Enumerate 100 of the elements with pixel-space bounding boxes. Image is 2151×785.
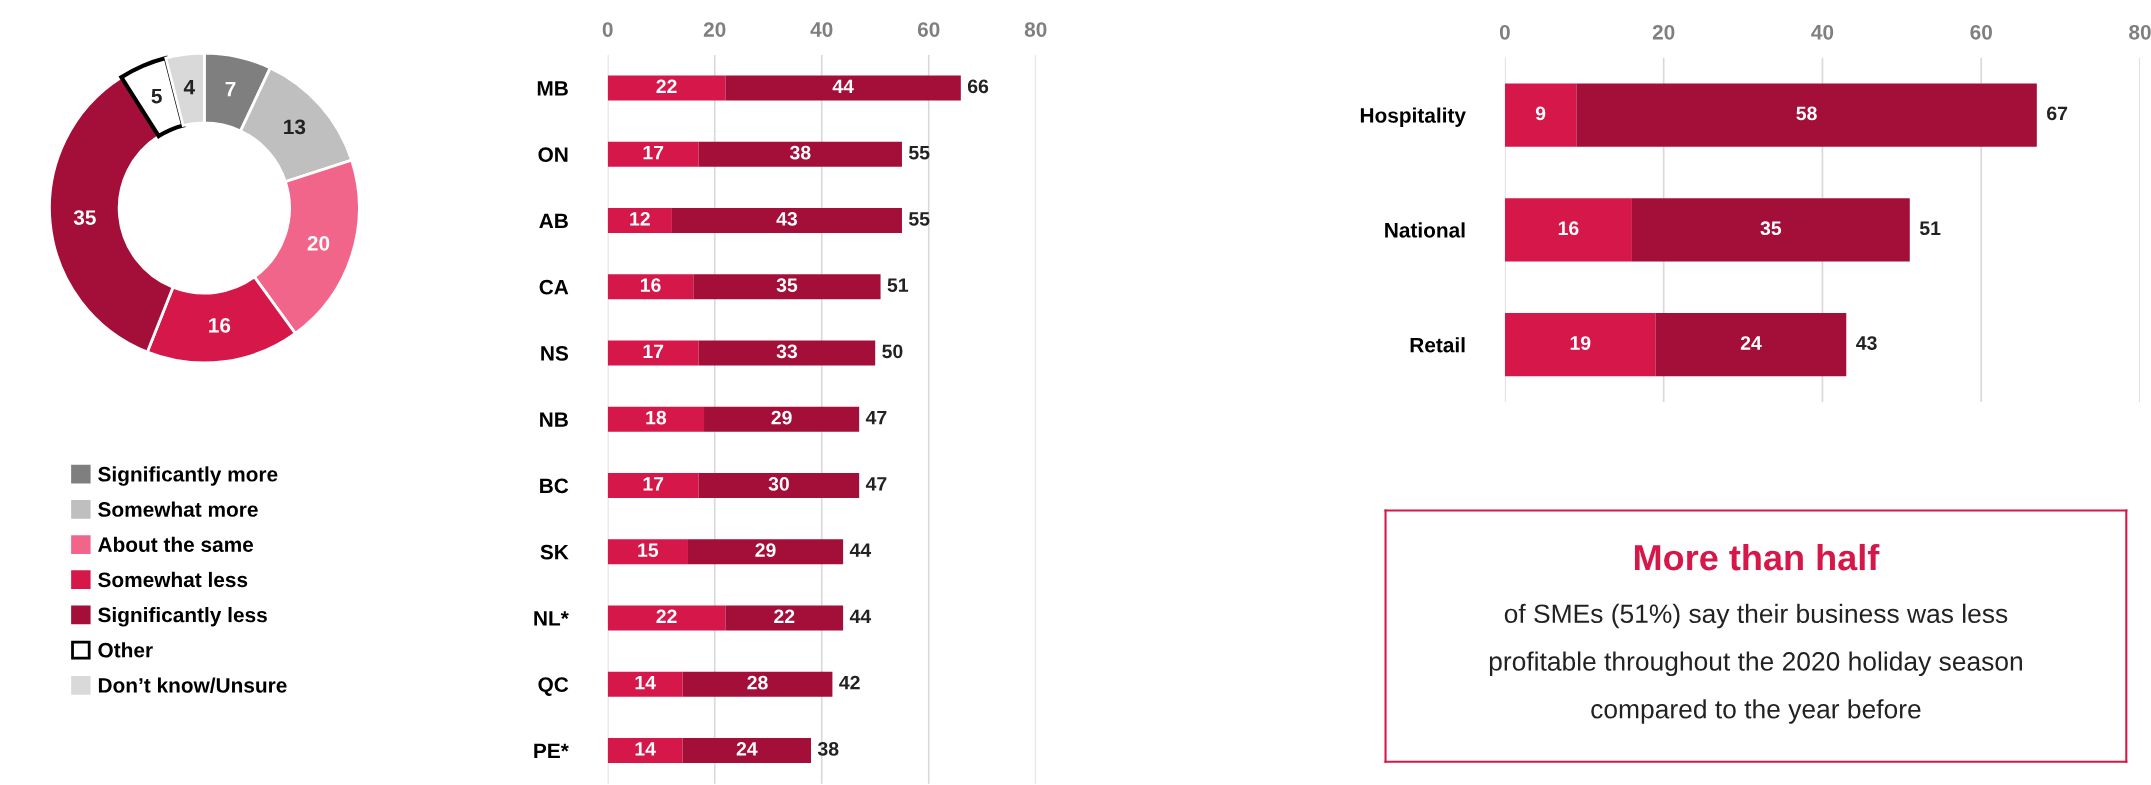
y-tick-label: NS — [541, 346, 569, 361]
data-label: 24 — [1740, 336, 1762, 350]
bar — [607, 737, 683, 764]
legend-label: Significantly more — [98, 466, 278, 486]
data-label: 16 — [209, 317, 231, 333]
data-label: 16 — [1558, 221, 1579, 236]
x-tick-label: 0 — [1499, 24, 1510, 40]
y-tick-label: MB — [537, 81, 568, 96]
x-tick-label: 80 — [1024, 22, 1047, 37]
bar — [607, 539, 688, 565]
y-tick-label: AB — [539, 213, 568, 229]
data-label: 35 — [776, 278, 798, 293]
data-label: 12 — [630, 211, 650, 226]
x-tick-label: 60 — [917, 22, 940, 37]
bar — [698, 141, 902, 167]
text: More than half — [1634, 543, 1880, 571]
data-label: 18 — [646, 410, 667, 425]
bar — [1504, 198, 1632, 262]
data-label: 16 — [640, 278, 661, 292]
bar — [607, 406, 705, 432]
data-label: 44 — [832, 79, 854, 94]
data-label: 22 — [774, 609, 795, 624]
total-label: 55 — [908, 145, 930, 160]
bar — [607, 141, 699, 167]
data-label: 33 — [776, 344, 798, 359]
bar — [1631, 198, 1910, 262]
data-label: 43 — [776, 211, 798, 226]
bar — [725, 75, 961, 101]
data-label: 5 — [151, 88, 162, 104]
total-label: 44 — [849, 543, 872, 557]
text: profitable throughout the 2020 holiday season — [1489, 651, 2022, 677]
legend-label: Somewhat less — [98, 571, 248, 588]
legend-label: About the same — [98, 536, 254, 553]
bar — [607, 340, 699, 366]
total-label: 47 — [865, 477, 887, 491]
data-label: 14 — [635, 675, 656, 690]
bar — [698, 340, 876, 366]
bar — [1655, 313, 1847, 377]
data-label: 38 — [789, 145, 811, 160]
bar — [682, 737, 812, 764]
total-label: 55 — [908, 212, 930, 226]
y-tick-label: SK — [540, 544, 569, 560]
total-label: 51 — [1919, 221, 1941, 236]
y-tick-label: ON — [538, 147, 568, 163]
data-label: 29 — [755, 543, 776, 557]
x-tick-label: 20 — [703, 22, 726, 37]
legend-label: Significantly less — [98, 607, 267, 627]
bar — [1576, 83, 2037, 147]
data-label: 9 — [1535, 106, 1546, 121]
bar — [607, 75, 726, 101]
bar — [1504, 313, 1656, 377]
bar — [693, 274, 881, 300]
x-tick-label: 40 — [810, 22, 833, 37]
data-label: 28 — [747, 675, 768, 690]
total-label: 47 — [865, 410, 887, 425]
data-label: 17 — [643, 145, 664, 160]
data-label: 13 — [284, 119, 306, 135]
data-label: 15 — [638, 543, 659, 557]
data-label: 35 — [1760, 221, 1782, 236]
bar — [698, 472, 860, 499]
data-label: 4 — [183, 80, 195, 95]
data-label: 14 — [635, 742, 656, 756]
data-label: 30 — [768, 476, 789, 491]
y-tick-label: NL* — [534, 611, 569, 626]
x-tick-label: 20 — [1652, 24, 1675, 40]
total-label: 67 — [2047, 106, 2068, 121]
bar — [671, 207, 902, 234]
data-label: 35 — [73, 210, 96, 225]
total-label: 38 — [817, 741, 839, 756]
bar — [607, 472, 699, 499]
data-label: 24 — [736, 741, 758, 756]
y-tick-label: NB — [540, 412, 568, 427]
total-label: 66 — [967, 79, 989, 94]
x-tick-label: 40 — [1811, 24, 1834, 40]
y-tick-label: Retail — [1410, 337, 1465, 353]
total-label: 51 — [887, 278, 909, 292]
data-label: 17 — [643, 344, 664, 359]
legend-label: Somewhat more — [98, 501, 258, 517]
x-tick-label: 80 — [2129, 24, 2151, 40]
total-label: 43 — [1856, 336, 1877, 350]
text: of SMEs (51%) say their business was less — [1504, 603, 2008, 629]
y-tick-label: CA — [539, 279, 569, 295]
bar — [607, 605, 726, 631]
bar — [687, 539, 844, 565]
bar — [1504, 83, 1577, 147]
data-label: 7 — [225, 81, 236, 97]
bar — [704, 406, 860, 432]
x-tick-label: 60 — [1970, 24, 1992, 40]
text: compared to the year before — [1591, 699, 1921, 724]
legend-label: Don’t know/Unsure — [98, 677, 287, 693]
data-label: 22 — [656, 79, 677, 94]
x-tick-label: 0 — [602, 22, 613, 37]
total-label: 42 — [839, 675, 860, 690]
y-tick-label: QC — [538, 677, 569, 696]
y-tick-label: PE* — [534, 743, 569, 759]
bar — [607, 207, 672, 234]
y-tick-label: BC — [540, 478, 569, 494]
bar — [607, 274, 694, 300]
total-label: 50 — [882, 344, 903, 359]
y-tick-label: Hospitality — [1360, 107, 1466, 127]
